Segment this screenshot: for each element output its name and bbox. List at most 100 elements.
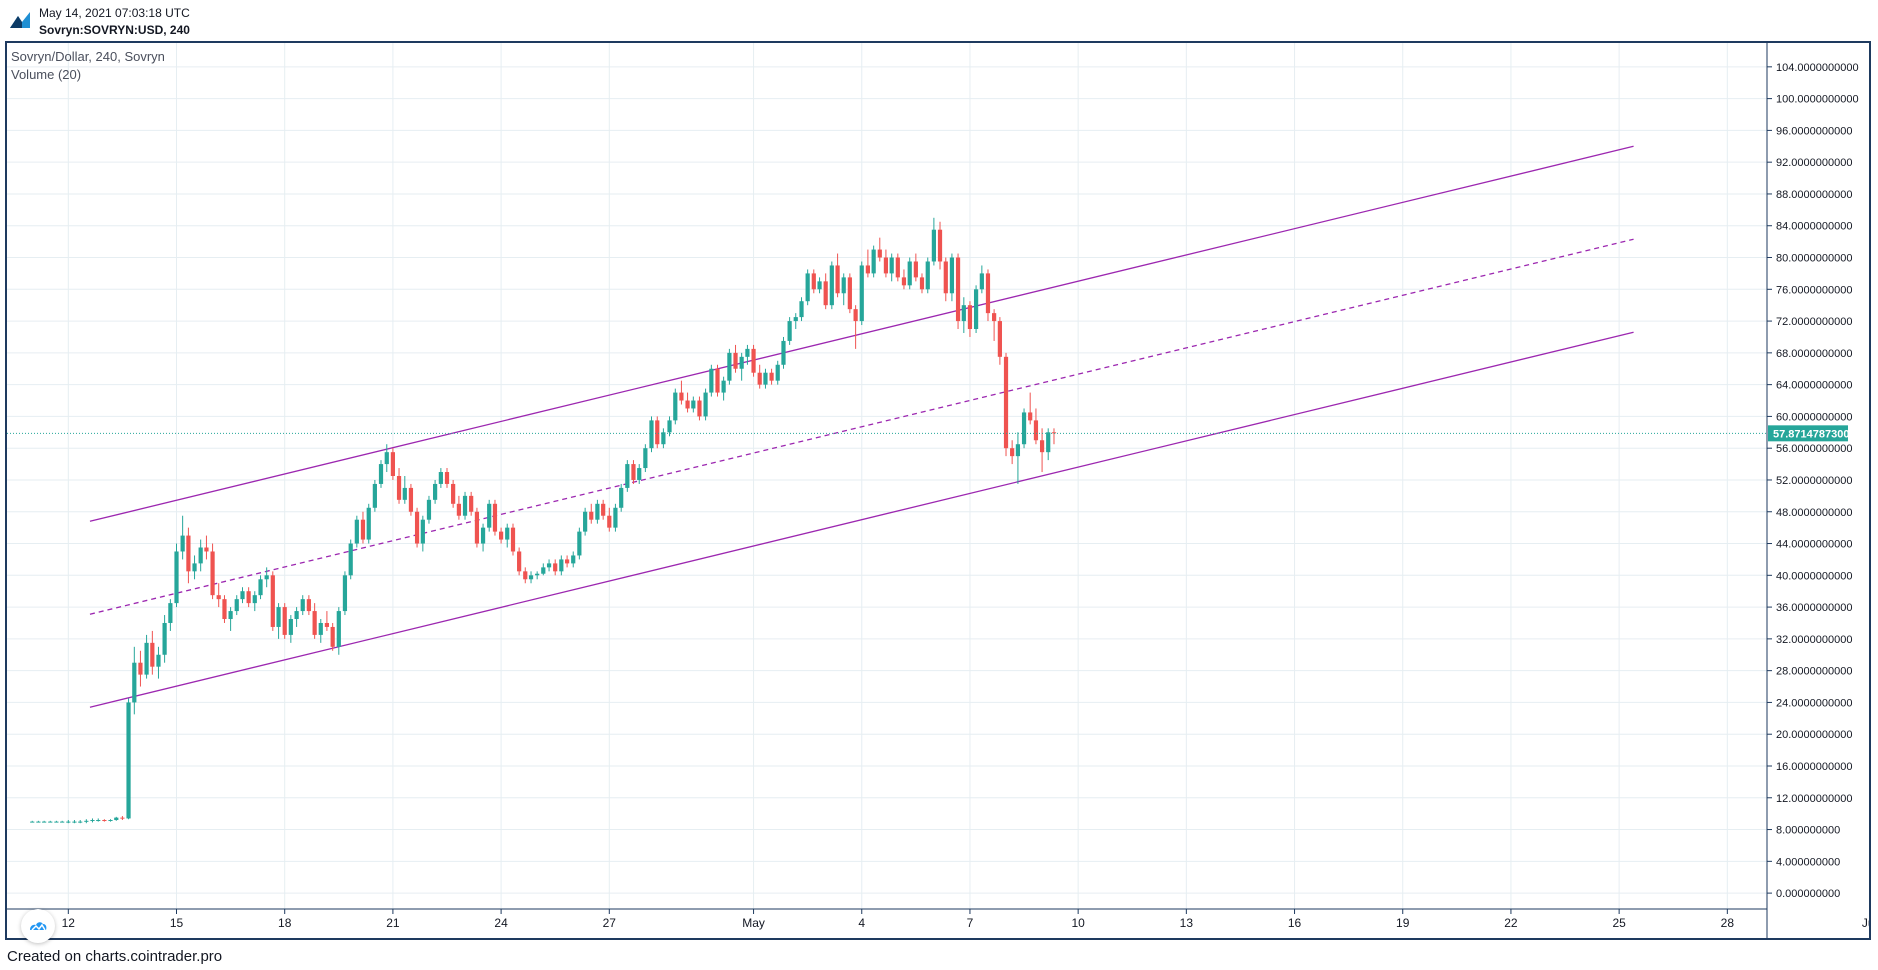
- candle[interactable]: [330, 622, 335, 651]
- candle[interactable]: [619, 483, 624, 512]
- candle[interactable]: [354, 515, 359, 548]
- candle[interactable]: [306, 595, 311, 616]
- candle[interactable]: [697, 396, 702, 421]
- candle[interactable]: [474, 507, 480, 548]
- channel-line-lower[interactable]: [89, 331, 1634, 708]
- candle[interactable]: [402, 476, 407, 504]
- candle[interactable]: [564, 555, 570, 568]
- candle[interactable]: [751, 344, 756, 377]
- candle[interactable]: [102, 819, 107, 822]
- candle[interactable]: [865, 249, 870, 278]
- candle[interactable]: [997, 317, 1002, 365]
- candle[interactable]: [571, 551, 576, 568]
- channel-line-upper[interactable]: [89, 145, 1634, 522]
- candle[interactable]: [318, 619, 323, 643]
- candle[interactable]: [546, 559, 552, 572]
- candle[interactable]: [943, 257, 948, 302]
- candle[interactable]: [691, 396, 696, 413]
- candle[interactable]: [174, 543, 179, 608]
- candle[interactable]: [871, 245, 876, 278]
- candle[interactable]: [781, 336, 786, 369]
- candle[interactable]: [937, 221, 943, 270]
- candle[interactable]: [234, 595, 239, 616]
- candle[interactable]: [336, 607, 341, 655]
- candle[interactable]: [775, 360, 780, 385]
- candle[interactable]: [913, 253, 918, 282]
- candle[interactable]: [787, 317, 792, 345]
- candle[interactable]: [156, 646, 161, 679]
- candle[interactable]: [733, 344, 738, 373]
- candle[interactable]: [625, 460, 630, 492]
- candle[interactable]: [727, 348, 732, 385]
- candle[interactable]: [126, 698, 131, 820]
- candle[interactable]: [655, 416, 660, 449]
- candle[interactable]: [577, 527, 582, 560]
- candle[interactable]: [793, 313, 798, 330]
- candle[interactable]: [198, 539, 203, 572]
- candle[interactable]: [661, 428, 666, 449]
- candle[interactable]: [895, 253, 900, 282]
- candle[interactable]: [523, 567, 528, 584]
- candle[interactable]: [739, 352, 744, 381]
- candle[interactable]: [294, 607, 299, 627]
- candle[interactable]: [96, 818, 101, 822]
- candle[interactable]: [631, 460, 636, 484]
- candle[interactable]: [216, 583, 221, 608]
- candle[interactable]: [42, 820, 47, 823]
- candle[interactable]: [348, 539, 353, 580]
- candle[interactable]: [715, 364, 720, 397]
- candle[interactable]: [324, 611, 330, 631]
- candle[interactable]: [745, 344, 750, 365]
- candle[interactable]: [595, 499, 600, 524]
- candle[interactable]: [204, 535, 209, 560]
- candle[interactable]: [685, 392, 690, 413]
- candle[interactable]: [408, 483, 414, 516]
- candle[interactable]: [366, 503, 371, 544]
- candle[interactable]: [961, 297, 966, 333]
- candle[interactable]: [54, 820, 59, 823]
- candle[interactable]: [907, 257, 912, 290]
- candle[interactable]: [799, 297, 804, 322]
- candle[interactable]: [84, 819, 89, 824]
- candle[interactable]: [919, 273, 925, 294]
- candle[interactable]: [432, 479, 438, 504]
- candle[interactable]: [535, 571, 540, 580]
- candle[interactable]: [583, 507, 588, 536]
- candle[interactable]: [300, 595, 305, 616]
- candle[interactable]: [264, 567, 269, 588]
- candle[interactable]: [679, 380, 684, 405]
- candle[interactable]: [955, 253, 961, 330]
- candle[interactable]: [420, 515, 425, 552]
- candle[interactable]: [451, 479, 456, 508]
- candle[interactable]: [210, 543, 215, 600]
- candle[interactable]: [120, 816, 125, 821]
- candle[interactable]: [709, 364, 714, 397]
- candle[interactable]: [757, 364, 762, 389]
- candle[interactable]: [721, 376, 726, 401]
- candle[interactable]: [60, 820, 65, 823]
- candle[interactable]: [390, 448, 396, 480]
- candle[interactable]: [36, 820, 41, 823]
- candle[interactable]: [384, 444, 389, 473]
- candle[interactable]: [889, 253, 894, 282]
- candle[interactable]: [859, 261, 864, 326]
- candle[interactable]: [246, 587, 251, 608]
- price-chart[interactable]: 0.000000000 4.000000000 8.000000000 12.0000…: [7, 43, 1869, 938]
- candle[interactable]: [528, 571, 534, 584]
- candle[interactable]: [240, 587, 245, 604]
- candle[interactable]: [487, 499, 492, 532]
- candle[interactable]: [342, 571, 348, 616]
- candle[interactable]: [1028, 392, 1033, 425]
- candle[interactable]: [1021, 408, 1027, 449]
- candle[interactable]: [643, 444, 648, 473]
- candle[interactable]: [967, 301, 973, 337]
- candle[interactable]: [72, 820, 77, 824]
- candle[interactable]: [312, 603, 317, 639]
- candle[interactable]: [637, 464, 642, 484]
- candle[interactable]: [901, 269, 907, 290]
- candle[interactable]: [438, 468, 443, 488]
- candle[interactable]: [553, 559, 558, 576]
- candle[interactable]: [288, 615, 293, 643]
- candle[interactable]: [162, 615, 167, 663]
- candle[interactable]: [589, 503, 594, 524]
